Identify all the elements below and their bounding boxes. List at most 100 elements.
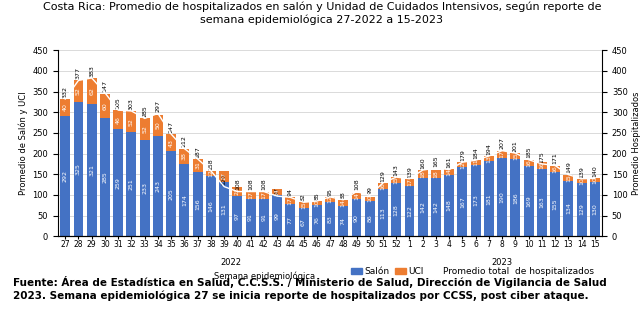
Text: 158: 158 (209, 158, 213, 170)
Text: 77: 77 (288, 216, 293, 224)
Text: 194: 194 (486, 143, 491, 155)
Text: 94: 94 (288, 188, 293, 196)
Text: 91: 91 (248, 213, 253, 221)
Text: 148: 148 (447, 200, 451, 211)
Bar (100, 118, 110, 236)
Bar (245, 192, 256, 199)
Text: 129: 129 (381, 170, 386, 182)
Text: 60: 60 (102, 102, 108, 110)
Bar (206, 171, 216, 176)
Bar (444, 175, 454, 236)
Text: 205: 205 (169, 188, 174, 200)
Text: 27: 27 (222, 173, 227, 181)
Text: 149: 149 (566, 161, 571, 174)
Text: 23: 23 (235, 187, 240, 195)
Text: 17: 17 (500, 150, 505, 158)
Text: 90: 90 (354, 214, 359, 221)
Text: 10: 10 (579, 177, 584, 185)
Text: 383: 383 (90, 65, 94, 77)
Text: 167: 167 (460, 196, 465, 208)
Bar (285, 204, 296, 236)
Text: 91: 91 (261, 213, 267, 221)
Bar (352, 199, 361, 236)
Text: 201: 201 (513, 140, 518, 152)
Text: 99: 99 (274, 212, 279, 220)
Text: 108: 108 (235, 179, 240, 190)
Bar (259, 199, 269, 236)
Bar (457, 167, 468, 236)
Bar (497, 158, 507, 236)
Text: 15: 15 (301, 202, 306, 209)
Text: 233: 233 (142, 182, 147, 194)
Bar (444, 169, 454, 175)
Text: 297: 297 (155, 100, 160, 112)
Bar (180, 164, 189, 236)
Text: 97: 97 (274, 187, 279, 195)
Text: 46: 46 (116, 116, 120, 124)
Bar (166, 151, 176, 236)
Text: 10: 10 (592, 177, 598, 184)
Text: 156: 156 (195, 198, 200, 210)
Y-axis label: Promedio Hospitalizados: Promedio Hospitalizados (632, 91, 641, 195)
Text: 122: 122 (407, 205, 412, 217)
Bar (564, 181, 573, 236)
Bar (471, 165, 480, 236)
Bar (404, 179, 415, 186)
Text: 14: 14 (341, 199, 346, 207)
Text: 12: 12 (460, 161, 465, 169)
Bar (299, 208, 308, 236)
Text: 108: 108 (354, 179, 359, 190)
Bar (576, 183, 587, 236)
Text: 99: 99 (367, 186, 372, 194)
Bar (61, 116, 70, 236)
Bar (312, 205, 322, 236)
Bar (484, 161, 494, 236)
Bar (392, 177, 401, 183)
Bar (153, 136, 163, 236)
Bar (219, 182, 229, 236)
Text: 38: 38 (182, 152, 187, 160)
Text: 303: 303 (129, 98, 134, 110)
Text: 17: 17 (407, 178, 412, 186)
Text: 175: 175 (540, 151, 544, 162)
Bar (590, 183, 600, 236)
Bar (511, 159, 520, 236)
Bar (100, 93, 110, 118)
Text: 18: 18 (421, 170, 425, 178)
Text: 128: 128 (393, 204, 399, 216)
Text: 134: 134 (566, 203, 571, 214)
Bar (140, 118, 149, 140)
Bar (378, 190, 388, 236)
Bar (87, 104, 97, 236)
Text: 207: 207 (500, 138, 505, 149)
Bar (153, 115, 163, 136)
Bar (524, 166, 534, 236)
Text: 50: 50 (155, 122, 160, 129)
Text: 74: 74 (341, 217, 346, 225)
Text: 174: 174 (182, 194, 187, 206)
Text: 305: 305 (116, 97, 120, 109)
Text: 10: 10 (367, 195, 372, 202)
Text: 14: 14 (447, 168, 451, 176)
Text: 15: 15 (513, 152, 518, 160)
Bar (590, 178, 600, 183)
Text: Costa Rica: Promedio de hospitalizados en salón y Unidad de Cuidados Intensivos,: Costa Rica: Promedio de hospitalizados e… (43, 2, 601, 25)
Text: 108: 108 (261, 179, 267, 190)
Text: 2022: 2022 (220, 259, 242, 267)
Text: 347: 347 (102, 80, 108, 91)
Bar (232, 187, 242, 196)
Text: 185: 185 (526, 147, 531, 158)
Text: 17: 17 (261, 191, 267, 199)
Text: 130: 130 (592, 203, 598, 215)
Text: 76: 76 (314, 216, 319, 224)
Text: 285: 285 (102, 172, 108, 183)
Text: 17: 17 (288, 197, 293, 205)
Text: 40: 40 (62, 103, 68, 111)
Text: 17: 17 (248, 191, 253, 199)
Bar (365, 197, 375, 201)
Bar (113, 129, 123, 236)
Text: 12: 12 (209, 170, 213, 177)
Bar (418, 178, 428, 236)
Text: 62: 62 (90, 87, 94, 95)
Bar (73, 80, 84, 102)
